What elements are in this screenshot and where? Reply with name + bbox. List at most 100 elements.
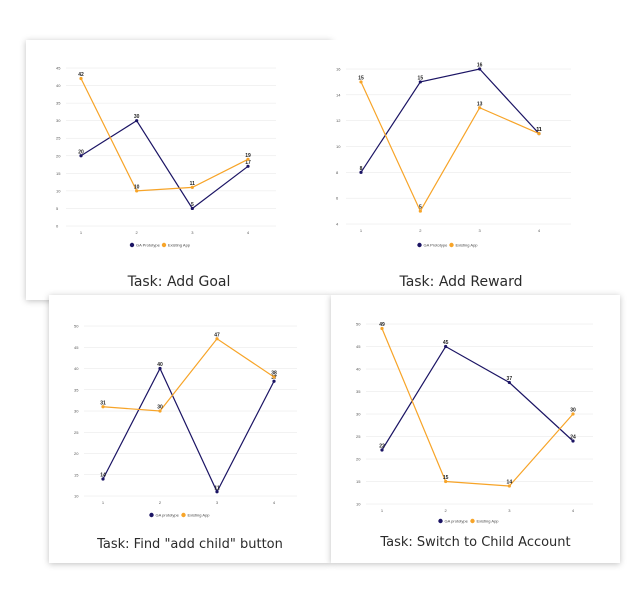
data-point [79, 76, 83, 81]
x-tick-label: 3 [508, 508, 511, 513]
data-label: 24 [570, 435, 576, 441]
x-tick-label: 3 [479, 228, 482, 233]
y-tick-label: 20 [74, 451, 79, 456]
legend-swatch [470, 518, 475, 524]
y-tick-label: 25 [356, 434, 361, 439]
x-tick-label: 4 [247, 230, 250, 235]
y-tick-label: 35 [74, 387, 79, 392]
chart-card-add-reward: 4 6 8 10 12 14 16 1 2 3 4 8 15 16 11 15 5 13 11 GA Prototyp… [326, 40, 596, 300]
data-point [246, 157, 250, 161]
series-line-1 [102, 337, 275, 412]
data-label: 13 [477, 101, 483, 107]
data-label: 16 [477, 63, 483, 69]
legend-swatch [129, 242, 135, 248]
legend-label: Existing App [168, 243, 191, 248]
chart-caption: Task: Switch to Child Account [380, 535, 571, 550]
y-tick-label: 40 [356, 367, 361, 372]
data-label: 49 [379, 322, 385, 328]
data-point [135, 119, 139, 123]
series-line-0 [102, 367, 275, 494]
line-chart-add-goal: 0 5 10 15 20 25 30 35 40 45 1 2 3 4 20 30 5 17 42 10 11 19 GA … [56, 66, 276, 248]
chart-card-add-goal: 0 5 10 15 20 25 30 35 40 45 1 2 3 4 20 30 5 17 42 10 11 19 GA … [26, 40, 332, 300]
legend-swatch [449, 242, 454, 248]
data-point [272, 379, 276, 383]
legend-swatch [161, 242, 167, 248]
line-chart-find-add-child: 10152025303540455012341440113731304738GA… [74, 324, 297, 518]
chart-caption: Task: Find "add child" button [97, 537, 283, 552]
data-point [158, 366, 162, 371]
x-tick-label: 3 [191, 230, 194, 235]
series-line-0 [381, 345, 574, 451]
data-point [444, 344, 448, 349]
data-label: 19 [245, 153, 251, 159]
data-label: 30 [570, 408, 576, 414]
y-tick-label: 30 [56, 118, 61, 123]
data-point [190, 206, 194, 211]
data-point [215, 337, 219, 341]
data-point [478, 106, 482, 110]
x-tick-label: 1 [102, 500, 105, 505]
data-label: 8 [360, 166, 363, 172]
data-point [507, 484, 511, 488]
data-label: 5 [419, 205, 422, 211]
data-label: 11 [536, 127, 542, 133]
y-tick-label: 5 [56, 206, 59, 211]
y-tick-label: 30 [356, 412, 361, 417]
series-line-1 [381, 328, 574, 487]
data-label: 11 [190, 181, 196, 187]
data-point [359, 80, 363, 84]
y-tick-label: 45 [356, 344, 361, 349]
data-point [215, 490, 219, 494]
y-tick-label: 30 [74, 409, 79, 414]
x-tick-label: 4 [572, 508, 575, 513]
legend-label: GA prototype [156, 513, 180, 518]
y-tick-label: 12 [336, 118, 341, 123]
data-point [380, 448, 384, 452]
chart-caption: Task: Add Reward [399, 274, 523, 290]
data-label: 14 [507, 480, 513, 486]
data-point [571, 439, 575, 443]
y-tick-label: 14 [336, 92, 341, 97]
y-tick-label: 45 [74, 345, 79, 350]
series-line-1 [80, 78, 249, 192]
data-label: 42 [78, 72, 84, 78]
y-tick-label: 15 [356, 479, 361, 484]
y-tick-label: 35 [56, 101, 61, 106]
data-label: 15 [358, 75, 364, 81]
data-label: 5 [191, 202, 194, 208]
data-label: 14 [100, 473, 106, 479]
data-label: 40 [157, 362, 163, 368]
data-label: 10 [134, 184, 140, 190]
data-label: 15 [443, 475, 449, 481]
y-tick-label: 40 [74, 366, 79, 371]
x-tick-label: 1 [381, 508, 384, 513]
data-label: 30 [134, 114, 140, 120]
data-label: 17 [245, 160, 251, 166]
data-label: 38 [271, 371, 277, 377]
data-point [272, 375, 276, 379]
data-label: 37 [507, 376, 513, 382]
x-tick-label: 1 [80, 230, 83, 235]
y-tick-label: 50 [356, 322, 361, 327]
y-tick-label: 10 [336, 144, 341, 149]
legend-label: GA Prototype [136, 243, 161, 248]
data-label: 20 [78, 149, 84, 155]
chart-card-switch-child: 10 15 20 25 30 35 40 45 50 1 2 3 4 22 45 37 24 49 15 14 30 GA… [331, 295, 620, 563]
data-label: 45 [443, 340, 449, 346]
data-label: 47 [214, 332, 220, 338]
line-chart-switch-child: 10 15 20 25 30 35 40 45 50 1 2 3 4 22 45 37 24 49 15 14 30 GA… [356, 322, 593, 524]
y-tick-label: 10 [74, 494, 79, 499]
legend-label: GA prototype [445, 519, 469, 524]
data-point [101, 405, 105, 409]
x-tick-label: 2 [159, 500, 162, 505]
data-point [158, 409, 162, 413]
y-tick-label: 15 [56, 171, 61, 176]
series-line-0 [360, 68, 540, 173]
data-point [135, 189, 139, 193]
y-tick-label: 16 [336, 67, 341, 72]
x-tick-label: 2 [419, 228, 422, 233]
legend-label: Existing App [188, 513, 211, 518]
data-label: 11 [536, 127, 542, 133]
chart-card-find-add-child: 10152025303540455012341440113731304738GA… [49, 295, 331, 563]
data-point [418, 80, 422, 84]
